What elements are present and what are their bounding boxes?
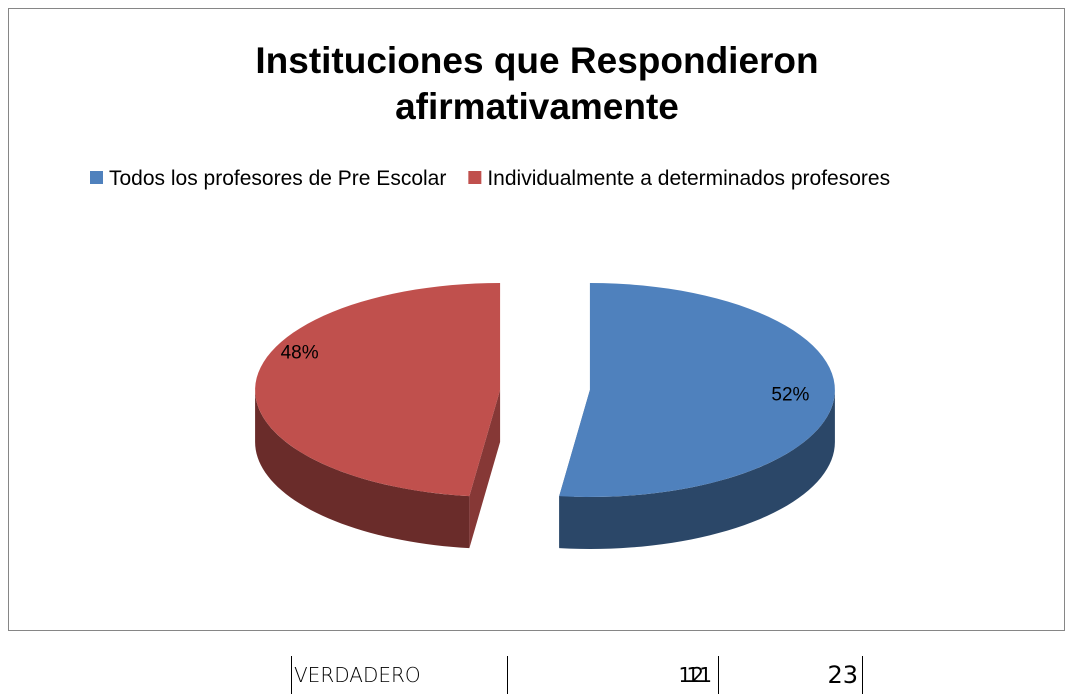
table-cell: 12 [678, 663, 704, 687]
table-cell: 23 [827, 661, 858, 689]
slice-top [255, 283, 501, 497]
slice-side [255, 390, 470, 549]
table-border [862, 656, 863, 694]
table-border [718, 656, 719, 694]
slice-top [559, 283, 835, 497]
data-label: 52% [771, 384, 809, 405]
chart-title: Instituciones que Respondieron afirmativ… [255, 40, 819, 127]
table-cell: VERDADERO [294, 663, 421, 687]
table-border [507, 656, 508, 694]
legend-swatch [90, 171, 103, 184]
slice-side [559, 390, 835, 549]
slice-wall [469, 390, 501, 549]
legend-label: Todos los profesores de Pre Escolar [109, 167, 446, 190]
legend-label: Individualmente a determinados profesore… [487, 167, 890, 190]
pie-slice [255, 283, 501, 549]
data-label: 48% [281, 343, 319, 364]
legend-swatch [468, 171, 482, 184]
table-cell: 11 [686, 663, 712, 687]
pie-slice [559, 283, 835, 549]
chart-frame [8, 8, 1065, 631]
table-border [291, 656, 292, 694]
